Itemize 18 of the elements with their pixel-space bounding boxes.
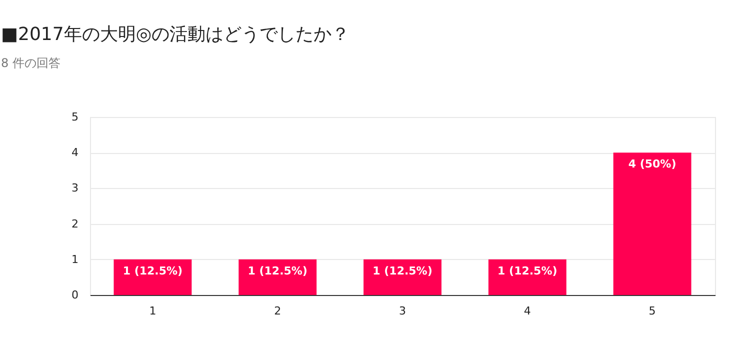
data-label: 4 (50%) bbox=[628, 158, 676, 171]
y-tick-label: 3 bbox=[72, 182, 78, 195]
x-tick-label: 1 bbox=[149, 304, 156, 318]
x-tick-label: 2 bbox=[274, 304, 282, 318]
chart-subtitle: 8 件の回答 bbox=[1, 56, 60, 70]
y-tick-label: 1 bbox=[72, 252, 78, 266]
data-label: 1 (12.5%) bbox=[122, 264, 183, 278]
x-tick-label: 3 bbox=[399, 304, 406, 318]
x-tick-label: 4 bbox=[524, 304, 531, 318]
data-label: 1 (12.5%) bbox=[372, 264, 432, 278]
data-label: 1 (12.5%) bbox=[498, 264, 558, 278]
y-tick-label: 0 bbox=[72, 288, 78, 302]
y-tick-label: 2 bbox=[72, 217, 78, 230]
data-label: 1 (12.5%) bbox=[248, 264, 308, 278]
x-tick-label: 5 bbox=[648, 304, 656, 318]
chart-title: ■2017年の大明◎の活動はどうでしたか？ bbox=[1, 24, 350, 45]
y-tick-label: 5 bbox=[72, 110, 78, 124]
y-tick-label: 4 bbox=[72, 146, 78, 160]
